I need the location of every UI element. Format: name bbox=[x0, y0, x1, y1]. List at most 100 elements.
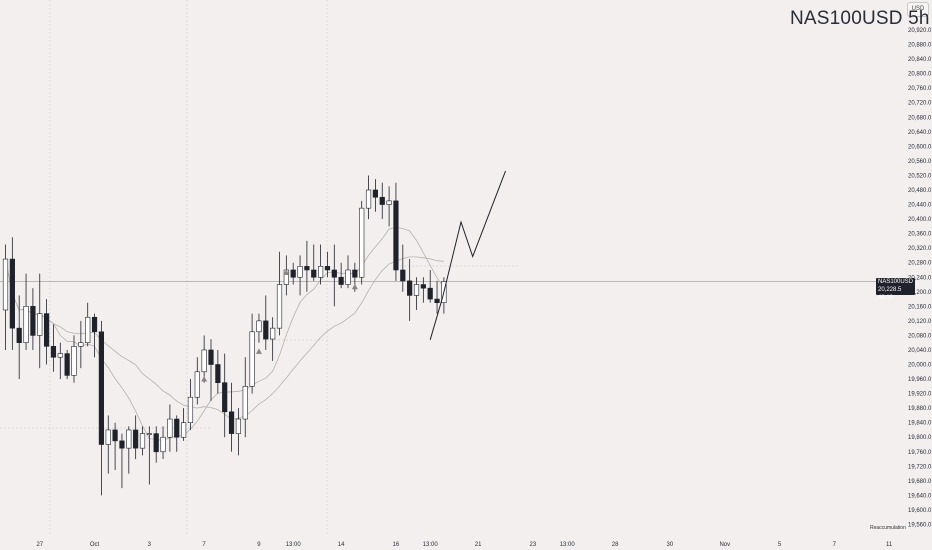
candle[interactable] bbox=[393, 182, 399, 281]
candle[interactable] bbox=[290, 262, 296, 285]
candle[interactable] bbox=[256, 313, 262, 343]
y-tick-label: 19,760.0 bbox=[908, 450, 932, 456]
x-tick-label: 7 bbox=[833, 542, 837, 548]
candle-body bbox=[324, 266, 331, 271]
candle[interactable] bbox=[50, 324, 57, 372]
candle[interactable] bbox=[85, 302, 91, 347]
candle[interactable] bbox=[311, 244, 317, 281]
x-axis[interactable]: 27 Oct 3 7 9 13:00 14 16 13:00 21 23 13:00 28 30 Nov 5 7… bbox=[36, 542, 892, 548]
candle[interactable] bbox=[91, 313, 98, 358]
candle-body bbox=[317, 266, 324, 278]
y-tick-label: 19,800.0 bbox=[908, 435, 932, 441]
candle[interactable] bbox=[304, 240, 310, 292]
candle[interactable] bbox=[112, 422, 118, 470]
candle-body bbox=[263, 320, 269, 340]
reaccumulation-note: Reaccumulation bbox=[870, 525, 906, 531]
candle-body bbox=[427, 287, 433, 300]
candle[interactable] bbox=[153, 426, 159, 463]
x-tick-label: 11 bbox=[886, 542, 893, 548]
y-tick-label: 20,560.0 bbox=[908, 159, 932, 165]
candle[interactable] bbox=[228, 382, 235, 452]
x-tick-label: 28 bbox=[612, 542, 619, 548]
candle[interactable] bbox=[400, 244, 406, 292]
candle[interactable] bbox=[187, 379, 194, 430]
candle[interactable] bbox=[2, 244, 9, 350]
candle[interactable] bbox=[331, 244, 337, 307]
candle[interactable] bbox=[57, 342, 63, 380]
candle[interactable] bbox=[105, 415, 111, 474]
candle[interactable] bbox=[208, 339, 214, 401]
candle[interactable] bbox=[222, 353, 228, 438]
candle[interactable] bbox=[78, 320, 84, 369]
candle[interactable] bbox=[386, 186, 392, 227]
x-tick-label: 14 bbox=[338, 542, 345, 548]
candle[interactable] bbox=[174, 415, 180, 452]
currency-badge[interactable]: USD bbox=[907, 2, 929, 17]
candle[interactable] bbox=[317, 244, 324, 285]
y-tick-label: 20,600.0 bbox=[908, 144, 932, 150]
x-tick-label: 23 bbox=[530, 542, 537, 548]
candle[interactable] bbox=[263, 295, 269, 350]
projection-path[interactable] bbox=[429, 170, 506, 340]
candle[interactable] bbox=[338, 262, 344, 289]
candle[interactable] bbox=[441, 277, 447, 314]
candle-body bbox=[215, 364, 221, 383]
candle[interactable] bbox=[37, 273, 43, 369]
candle[interactable] bbox=[167, 404, 173, 452]
candle[interactable] bbox=[126, 426, 132, 474]
y-tick-label: 20,880.0 bbox=[908, 43, 932, 49]
candle-body bbox=[57, 353, 63, 358]
candle[interactable] bbox=[30, 288, 36, 350]
candle[interactable] bbox=[365, 175, 372, 220]
candle[interactable] bbox=[235, 408, 242, 456]
candle-body bbox=[23, 306, 29, 343]
x-tick-label: 16 bbox=[393, 542, 400, 548]
candle-body bbox=[345, 269, 351, 285]
candle[interactable] bbox=[276, 251, 283, 336]
triangle-marker bbox=[255, 348, 262, 354]
candle[interactable] bbox=[420, 277, 426, 303]
candle-body bbox=[126, 429, 132, 449]
candle[interactable] bbox=[249, 313, 255, 394]
candle[interactable] bbox=[16, 295, 22, 380]
x-tick-label: 30 bbox=[667, 542, 674, 548]
candle[interactable] bbox=[71, 335, 77, 383]
candle[interactable] bbox=[160, 426, 166, 460]
candle-body bbox=[146, 433, 152, 435]
y-axis[interactable]: 20,920.0 20,880.0 20,840.0 20,800.0 20,760.0… bbox=[908, 28, 932, 529]
candle[interactable] bbox=[139, 426, 146, 456]
x-tick-label: 13:00 bbox=[560, 542, 576, 548]
candle[interactable] bbox=[215, 349, 221, 394]
candle[interactable] bbox=[181, 408, 187, 441]
y-tick-label: 19,680.0 bbox=[908, 479, 932, 485]
candle[interactable] bbox=[43, 299, 50, 365]
candle[interactable] bbox=[434, 280, 440, 314]
candle[interactable] bbox=[297, 255, 303, 296]
candle[interactable] bbox=[427, 269, 433, 303]
candle[interactable] bbox=[194, 357, 200, 405]
candle[interactable] bbox=[372, 179, 379, 212]
y-tick-label: 20,240.0 bbox=[908, 275, 932, 281]
candle[interactable] bbox=[379, 182, 385, 220]
y-tick-label: 20,200.0 bbox=[908, 290, 932, 296]
candle[interactable] bbox=[146, 426, 152, 485]
candle[interactable] bbox=[133, 415, 139, 460]
candle[interactable] bbox=[242, 357, 248, 438]
candle[interactable] bbox=[283, 255, 289, 296]
candle[interactable] bbox=[345, 255, 351, 289]
candle[interactable] bbox=[64, 349, 70, 380]
candle[interactable] bbox=[324, 251, 331, 278]
projection-line[interactable] bbox=[429, 170, 506, 340]
candle[interactable] bbox=[359, 200, 365, 285]
candles[interactable] bbox=[2, 175, 447, 496]
candle[interactable] bbox=[270, 317, 276, 361]
candle[interactable] bbox=[407, 259, 413, 321]
candle[interactable] bbox=[413, 277, 420, 310]
candle[interactable] bbox=[119, 433, 125, 489]
candle[interactable] bbox=[201, 335, 207, 383]
candle[interactable] bbox=[23, 273, 29, 350]
candle[interactable] bbox=[9, 237, 15, 350]
candle[interactable] bbox=[98, 320, 104, 496]
